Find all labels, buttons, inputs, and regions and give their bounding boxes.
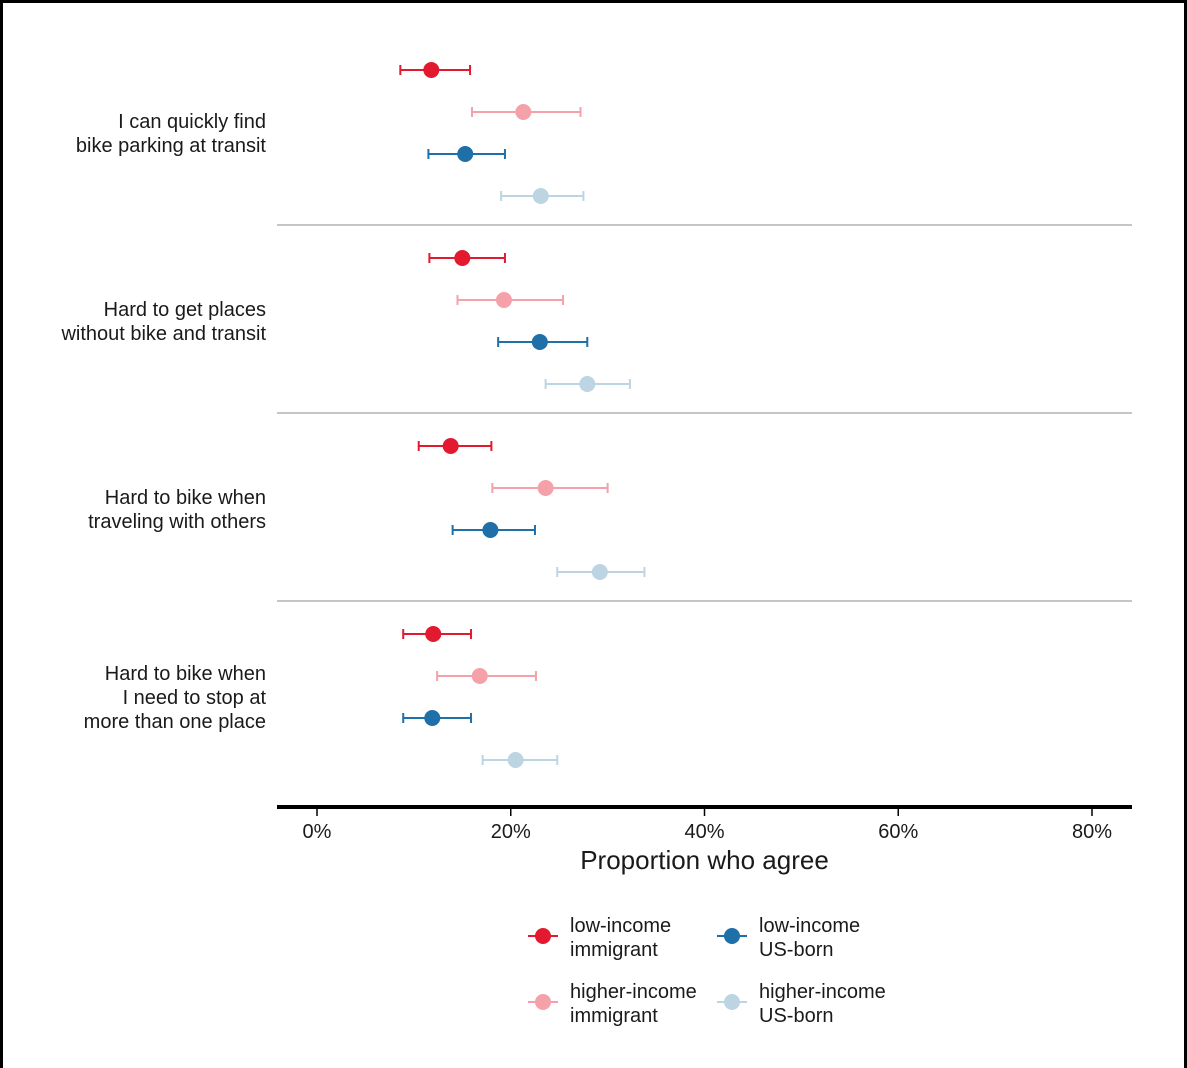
point-marker xyxy=(579,376,596,392)
legend-label: low-income xyxy=(759,915,860,937)
x-tick-label: 0% xyxy=(303,821,332,843)
legend-label: immigrant xyxy=(570,1005,658,1027)
chart-marks xyxy=(399,62,646,768)
x-tick-label: 80% xyxy=(1072,821,1112,843)
point-marker xyxy=(537,480,554,496)
category-label: Hard to get places xyxy=(104,299,266,321)
data-point xyxy=(500,188,585,204)
data-point xyxy=(544,376,631,392)
data-point xyxy=(402,626,473,642)
point-marker xyxy=(442,438,459,454)
data-point xyxy=(556,564,646,580)
data-point xyxy=(402,710,473,726)
point-marker xyxy=(507,752,524,768)
data-point xyxy=(417,438,493,454)
data-point xyxy=(491,480,609,496)
point-marker xyxy=(531,334,548,350)
legend-label: immigrant xyxy=(570,939,658,961)
point-marker xyxy=(495,292,512,308)
category-label: Hard to bike when xyxy=(105,663,266,685)
legend: low-incomeimmigrantlow-incomeUS-bornhigh… xyxy=(528,915,886,1027)
legend-label: higher-income xyxy=(759,981,886,1003)
point-marker xyxy=(532,188,549,204)
point-marker xyxy=(457,146,474,162)
legend-key-marker xyxy=(535,928,551,944)
legend-label: higher-income xyxy=(570,981,697,1003)
x-tick-label: 60% xyxy=(878,821,918,843)
x-tick-label: 20% xyxy=(491,821,531,843)
point-marker xyxy=(591,564,608,580)
data-point xyxy=(436,668,537,684)
category-label: traveling with others xyxy=(88,511,266,533)
data-point xyxy=(428,250,506,266)
category-separators xyxy=(277,224,1132,602)
x-axis-title: Proportion who agree xyxy=(580,845,829,875)
category-label: I can quickly find xyxy=(118,111,266,133)
data-point xyxy=(427,146,506,162)
legend-key-marker xyxy=(535,994,551,1010)
category-label: bike parking at transit xyxy=(76,135,267,157)
point-marker xyxy=(425,626,442,642)
category-label: without bike and transit xyxy=(60,323,266,345)
data-point xyxy=(481,752,559,768)
category-label: Hard to bike when xyxy=(105,487,266,509)
point-marker xyxy=(424,710,441,726)
category-label: I need to stop at xyxy=(123,687,267,709)
point-marker xyxy=(471,668,488,684)
category-label: more than one place xyxy=(84,711,266,733)
point-marker xyxy=(482,522,499,538)
legend-label: low-income xyxy=(570,915,671,937)
legend-label: US-born xyxy=(759,939,833,961)
data-point xyxy=(471,104,582,120)
data-point xyxy=(399,62,472,78)
x-axis: 0% 20% 40% 60% 80% xyxy=(277,805,1132,843)
data-point xyxy=(456,292,565,308)
x-tick-label: 40% xyxy=(684,821,724,843)
point-marker xyxy=(454,250,471,266)
data-point xyxy=(497,334,589,350)
legend-label: US-born xyxy=(759,1005,833,1027)
point-marker xyxy=(423,62,440,78)
legend-key-marker xyxy=(724,994,740,1010)
legend-key-marker xyxy=(724,928,740,944)
point-marker xyxy=(515,104,532,120)
data-point xyxy=(451,522,536,538)
